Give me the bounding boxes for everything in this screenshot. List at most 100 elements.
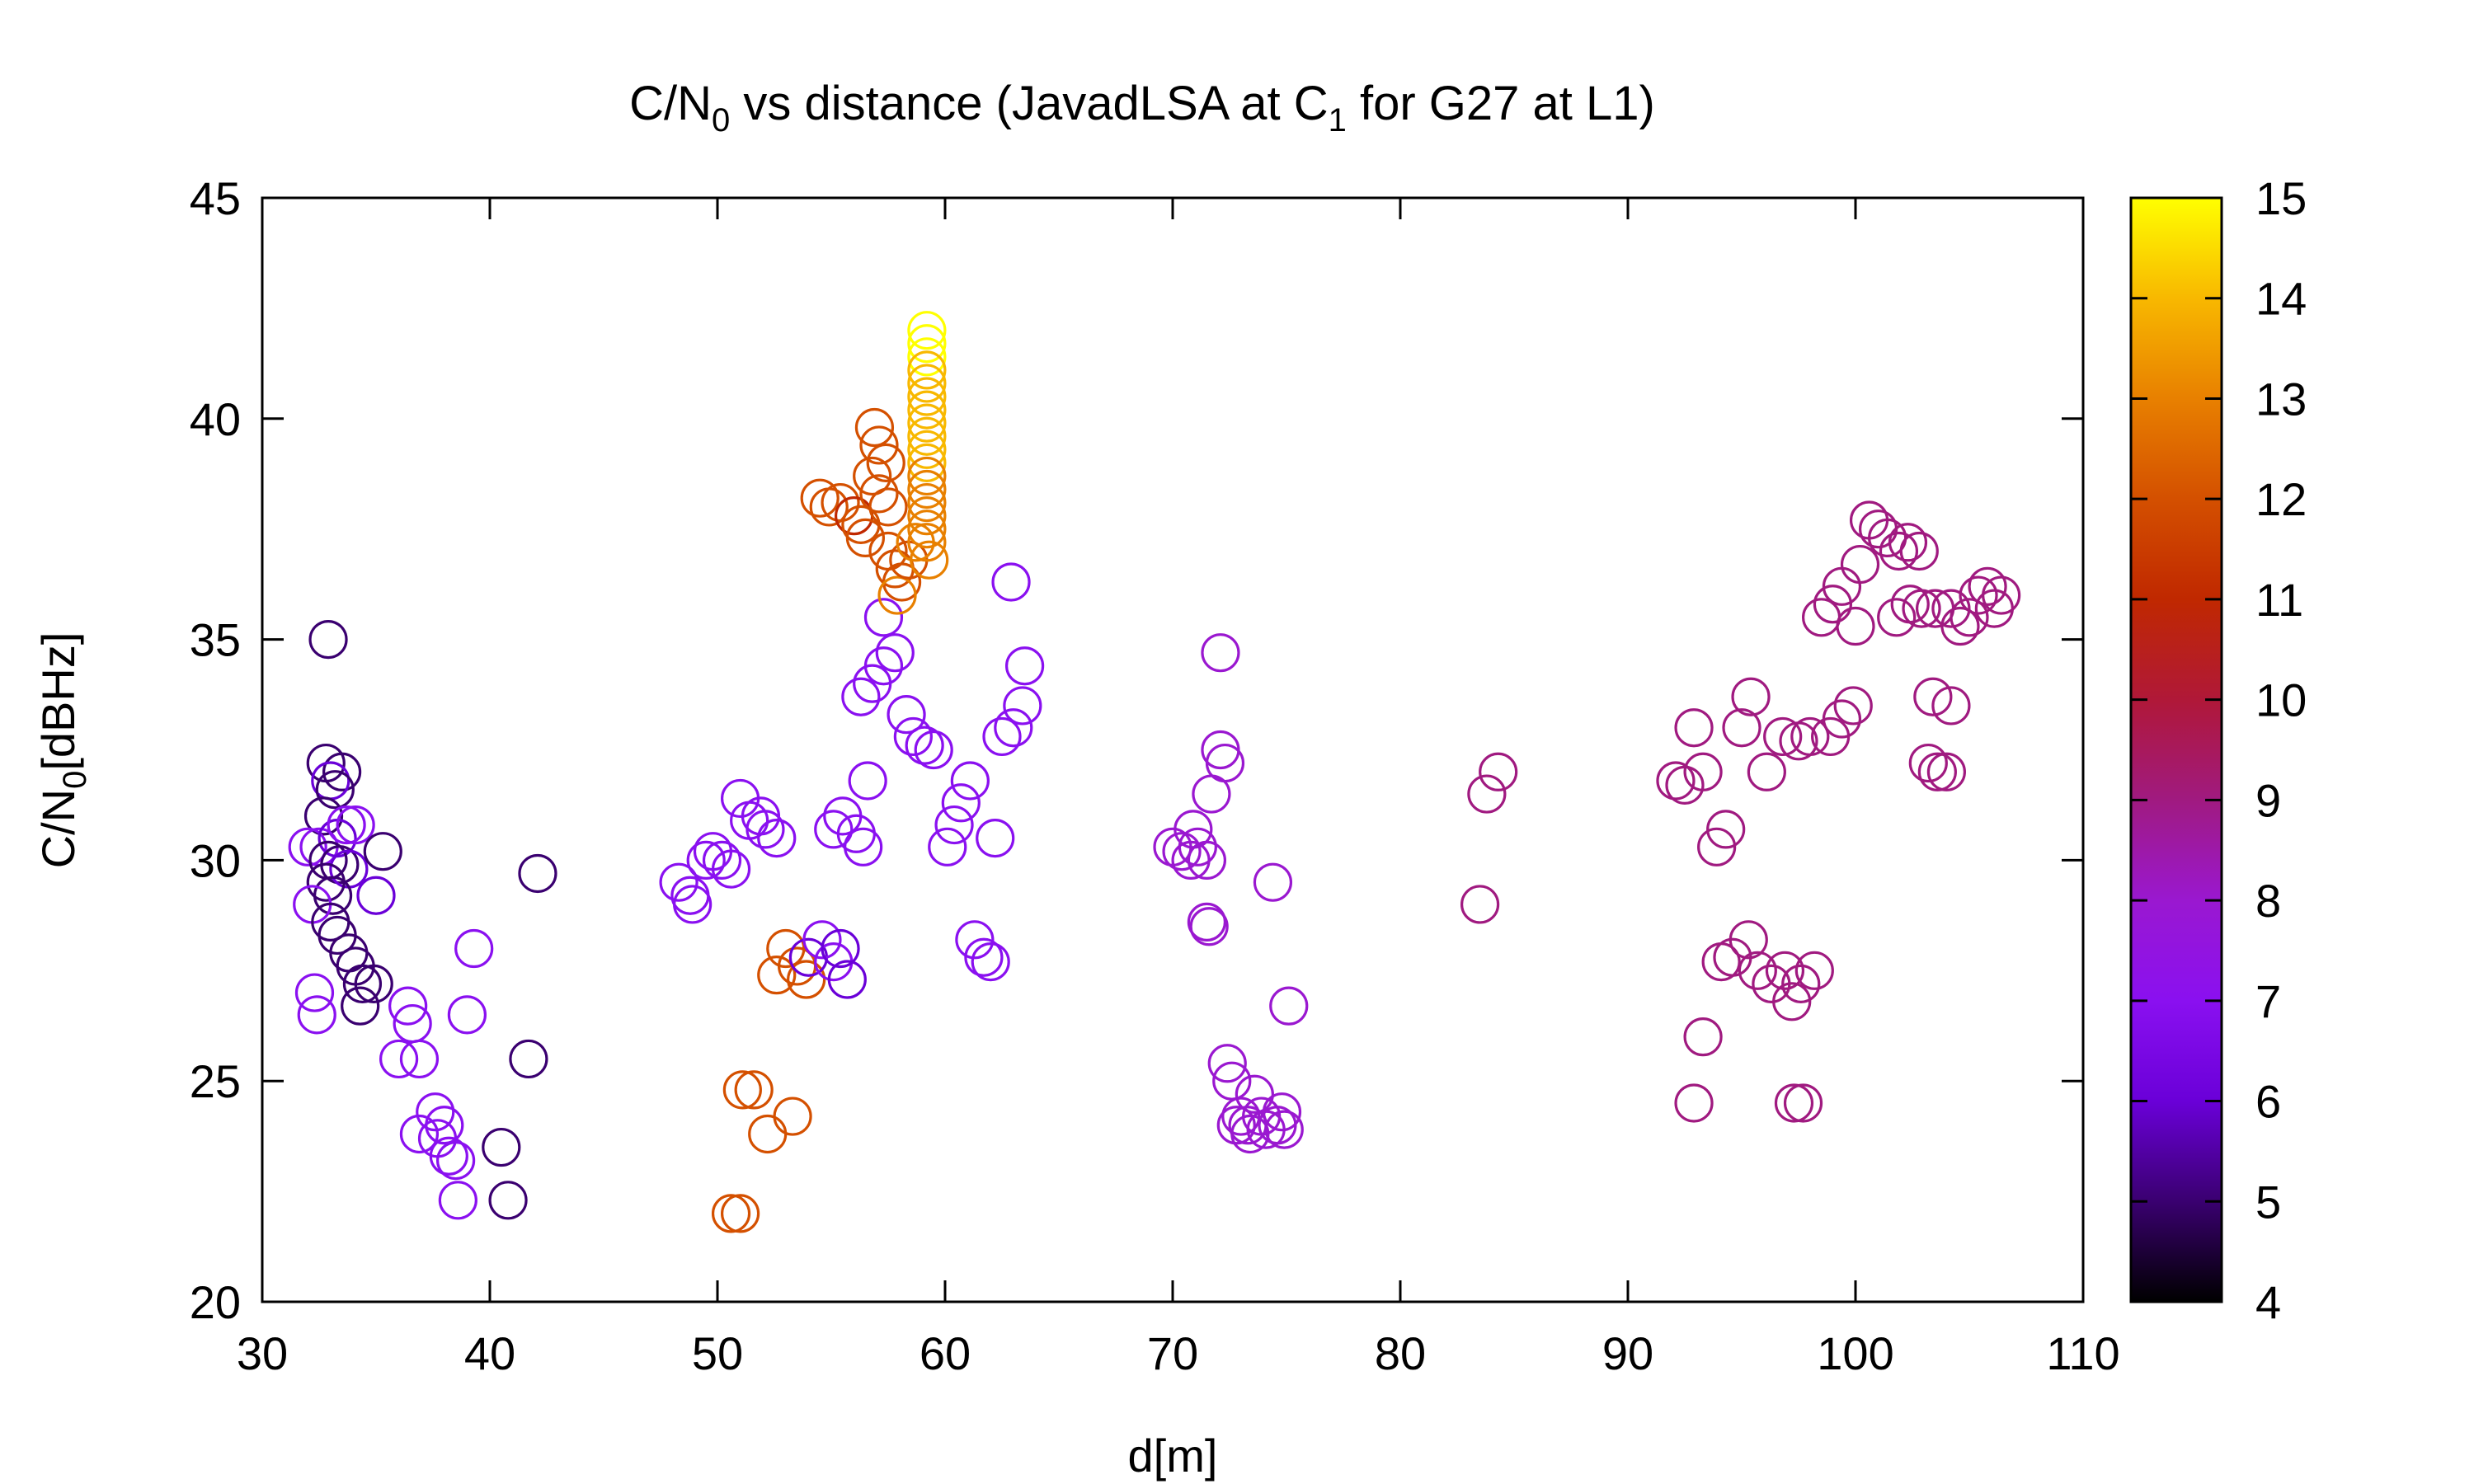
data-point [859,425,899,465]
data-point [1902,589,1941,628]
x-tick-label: 90 [1602,1327,1653,1379]
data-point [1747,752,1786,791]
data-point [354,964,393,1003]
title-prefix: C/N [629,77,712,130]
x-tick-label: 30 [237,1327,288,1379]
data-point [907,364,947,403]
data-point [907,496,947,536]
data-point [991,562,1031,602]
data-point [1931,589,1971,628]
data-point [379,1039,419,1079]
data-point [971,942,1010,982]
data-point [907,324,947,364]
data-point [356,876,396,915]
y-tick-label: 30 [190,834,241,886]
data-point [1888,523,1928,562]
x-axis-label: d[m] [1128,1430,1218,1482]
data-point [336,805,375,845]
data-point [297,995,336,1035]
data-point [1899,531,1939,571]
title-subscript-0: 0 [712,102,730,139]
data-point [964,937,1004,977]
data-point [800,478,840,518]
y-axis-ticks: 20 25 30 35 40 45 [190,172,2083,1328]
data-point [1772,982,1812,1021]
data-point [1235,1074,1274,1114]
data-point [907,510,947,549]
data-point [288,827,327,866]
data-point [907,377,947,416]
data-point [454,928,494,969]
data-point [1879,531,1919,571]
data-point [887,695,926,735]
data-point [1931,686,1971,726]
data-point [1253,862,1293,902]
colorbar-tick-label: 8 [2255,875,2281,927]
data-point [976,819,1015,858]
y-axis-label: C/N0[dBHz] [32,632,93,869]
x-tick-label: 50 [692,1327,743,1379]
data-point [1201,633,1240,673]
data-point [1783,1083,1823,1123]
y-tick-label: 20 [190,1276,241,1328]
data-point [854,407,895,448]
data-point [429,1136,468,1176]
data-point [341,986,380,1026]
y-label-subscript: 0 [57,771,93,789]
data-point [907,523,947,562]
data-point [416,1092,455,1132]
title-middle: vs distance (JavadLSA at C [730,77,1328,130]
data-point [1205,743,1245,783]
colorbar-tick-label: 11 [2255,574,2303,626]
data-point [821,928,860,969]
data-point [303,796,344,836]
data-point [853,456,892,496]
data-point [1264,1110,1304,1149]
data-point [1974,589,2014,628]
data-point [722,1070,762,1110]
data-point [720,1194,760,1233]
data-point [1917,752,1957,791]
data-point [877,575,917,615]
colorbar-tick-label: 13 [2255,373,2307,425]
data-point [907,416,947,456]
data-point [841,677,881,716]
data-point [1162,832,1202,871]
plot-frame [261,196,2085,1303]
title-subscript-1: 1 [1329,102,1347,139]
data-point [907,403,947,443]
data-point [1840,544,1880,585]
y-tick-label: 40 [190,393,241,445]
x-tick-label: 70 [1147,1327,1198,1379]
data-point [1968,566,2007,606]
data-point [757,819,797,858]
data-point [907,456,947,496]
data-point [734,1070,774,1110]
data-point [686,840,726,881]
x-tick-label: 60 [920,1327,971,1379]
data-point [845,518,886,558]
data-point [907,443,947,482]
data-point [1479,752,1518,791]
data-point [863,598,904,637]
data-point [327,805,366,845]
data-point [399,1039,440,1079]
data-point [757,956,797,995]
data-point [1781,964,1821,1003]
data-point [745,810,785,849]
data-point [1765,951,1805,990]
colorbar-ticks: 4 5 6 7 8 9 10 11 12 13 14 15 [2131,172,2307,1328]
colorbar [2129,196,2223,1303]
data-point [1913,677,1953,716]
colorbar-tick-label: 4 [2255,1276,2281,1328]
data-point [659,862,698,902]
x-tick-label: 80 [1375,1327,1426,1379]
data-point [914,730,953,770]
data-point [1697,827,1737,866]
data-point [1836,606,1875,646]
data-point [907,337,947,377]
data-point [1004,646,1045,686]
data-point [342,964,383,1003]
data-point [950,761,990,801]
data-point [907,350,947,390]
